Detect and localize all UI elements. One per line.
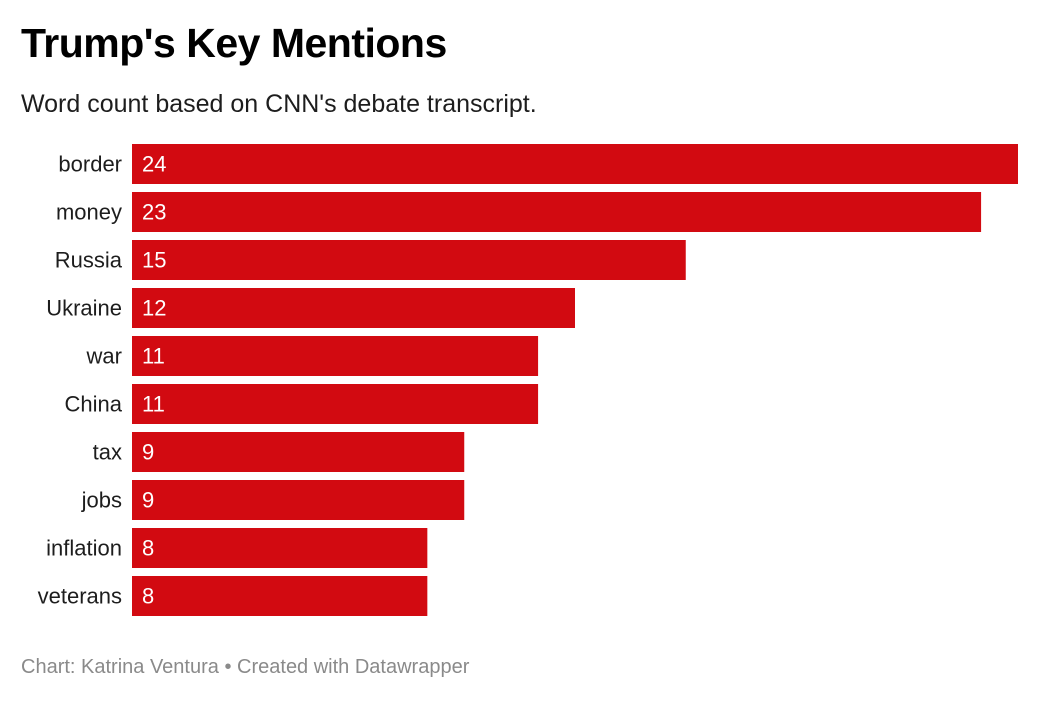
bar (132, 384, 539, 424)
bar-row: veterans 8 (38, 576, 428, 616)
bar (132, 336, 539, 376)
category-label: Russia (55, 248, 123, 273)
chart-subtitle: Word count based on CNN's debate transcr… (21, 90, 537, 118)
footer-tool: Created with Datawrapper (237, 656, 470, 678)
bar (132, 288, 575, 328)
bar-row: jobs 9 (81, 480, 465, 520)
category-label: war (86, 344, 122, 369)
bar (132, 240, 686, 280)
value-label: 8 (142, 584, 154, 609)
value-label: 8 (142, 536, 154, 561)
value-label: 15 (142, 248, 166, 273)
bar (132, 576, 428, 616)
bar (132, 528, 428, 568)
bar (132, 480, 465, 520)
category-label: China (65, 392, 123, 417)
bar-row: inflation 8 (46, 528, 428, 568)
bar-row: Ukraine 12 (46, 288, 575, 328)
value-label: 9 (142, 440, 154, 465)
value-label: 11 (142, 392, 165, 417)
value-label: 12 (142, 296, 166, 321)
bar-row: war 11 (86, 336, 539, 376)
bar-row: China 11 (65, 384, 539, 424)
bar-row: money 23 (56, 192, 982, 232)
category-label: tax (93, 440, 122, 465)
bar (132, 432, 465, 472)
chart-footer: Chart: Katrina Ventura • Created with Da… (21, 656, 469, 679)
chart-title: Trump's Key Mentions (21, 20, 447, 66)
bar (132, 192, 982, 232)
category-label: veterans (38, 584, 122, 609)
footer-separator: • (224, 656, 232, 678)
value-label: 9 (142, 488, 154, 513)
value-label: 11 (142, 344, 165, 369)
category-label: Ukraine (46, 296, 122, 321)
category-label: border (58, 152, 122, 177)
value-label: 23 (142, 200, 166, 225)
bar-row: tax 9 (93, 432, 465, 472)
bar (132, 144, 1018, 184)
bar-row: Russia 15 (55, 240, 686, 280)
value-label: 24 (142, 152, 166, 177)
category-label: jobs (81, 488, 122, 513)
category-label: inflation (46, 536, 122, 561)
category-label: money (56, 200, 122, 225)
footer-credit: Chart: Katrina Ventura (21, 656, 219, 678)
bar-row: border 24 (58, 144, 1018, 184)
